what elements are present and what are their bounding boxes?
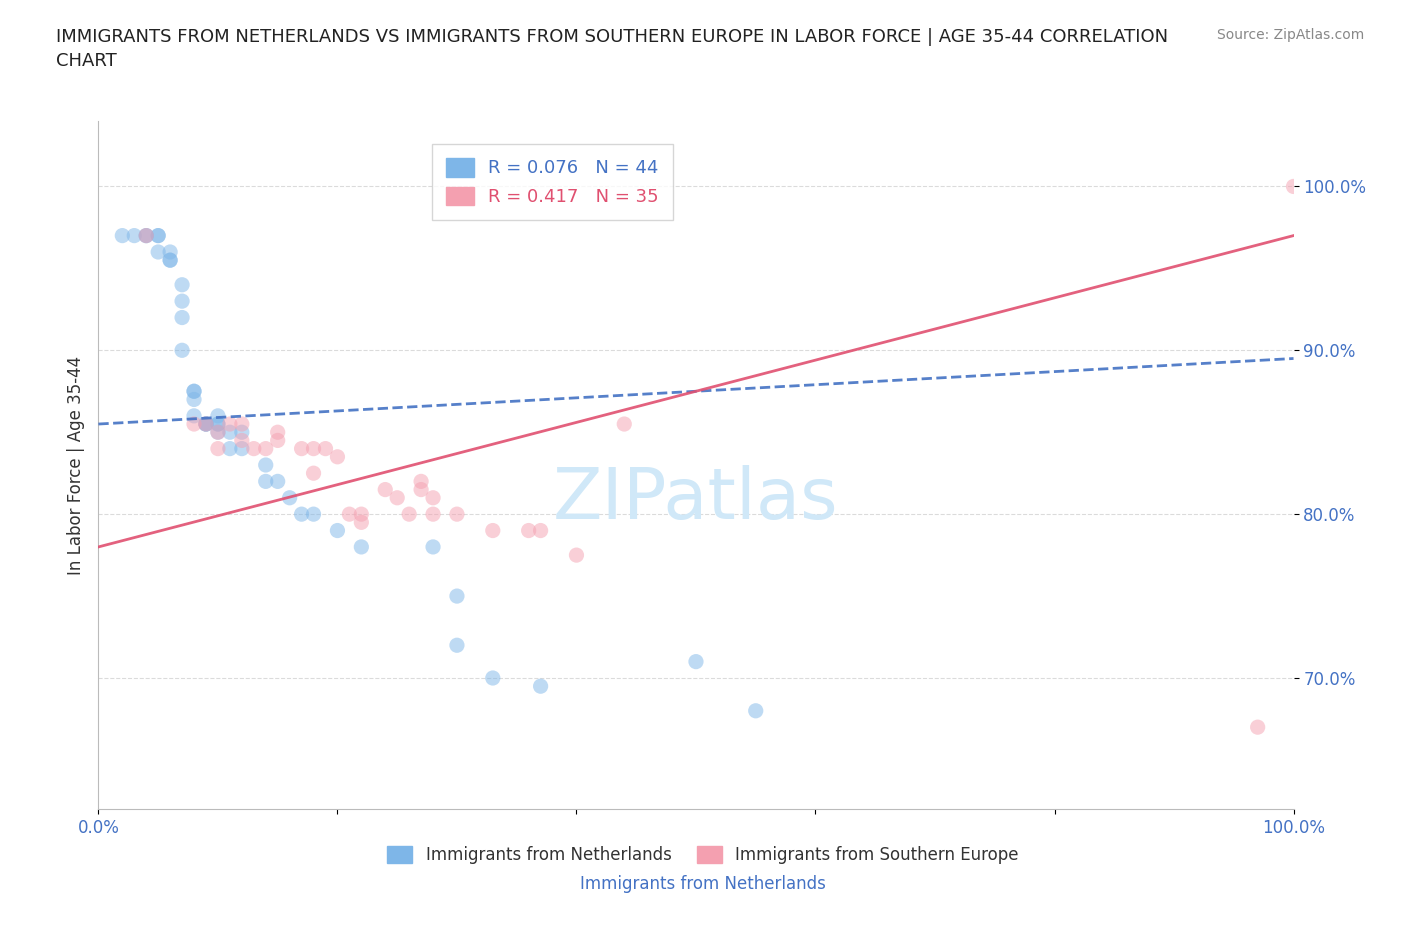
Point (350, 539, 373, 554)
Point (291, 507, 314, 522)
Point (159, 253, 181, 268)
Point (613, 417, 636, 432)
Point (111, 228, 134, 243)
Point (1247, 720, 1270, 735)
Point (446, 638, 468, 653)
Point (183, 392, 205, 407)
Point (302, 466, 325, 481)
Point (231, 425, 253, 440)
Point (481, 671, 505, 685)
Point (207, 408, 229, 423)
Point (231, 433, 253, 448)
Point (267, 425, 290, 440)
Point (291, 441, 314, 456)
Point (267, 474, 290, 489)
Point (517, 523, 540, 538)
Point (135, 228, 157, 243)
Point (159, 253, 181, 268)
Point (231, 417, 253, 432)
Point (411, 474, 433, 489)
Point (398, 507, 420, 522)
Point (565, 548, 588, 563)
Point (745, 703, 768, 718)
Point (254, 458, 277, 472)
Point (530, 523, 553, 538)
Point (207, 417, 229, 432)
Point (124, 228, 146, 243)
Point (172, 343, 194, 358)
Point (685, 654, 707, 669)
Point (231, 441, 253, 456)
Point (446, 507, 468, 522)
Point (183, 408, 205, 423)
Point (219, 417, 242, 432)
Point (254, 474, 277, 489)
Point (195, 417, 218, 432)
Point (148, 245, 170, 259)
Point (243, 441, 266, 456)
Point (326, 523, 349, 538)
Point (172, 310, 194, 325)
Point (385, 490, 409, 505)
Point (183, 384, 205, 399)
Point (350, 507, 373, 522)
Point (254, 441, 277, 456)
Text: IMMIGRANTS FROM NETHERLANDS VS IMMIGRANTS FROM SOUTHERN EUROPE IN LABOR FORCE | : IMMIGRANTS FROM NETHERLANDS VS IMMIGRANT… (56, 28, 1168, 70)
Point (326, 449, 349, 464)
Point (219, 425, 242, 440)
Text: Immigrants from Netherlands: Immigrants from Netherlands (581, 875, 825, 893)
Legend: Immigrants from Netherlands, Immigrants from Southern Europe: Immigrants from Netherlands, Immigrants … (381, 839, 1025, 870)
Point (135, 228, 157, 243)
Point (172, 277, 194, 292)
Point (302, 441, 325, 456)
Point (195, 417, 218, 432)
Point (195, 417, 218, 432)
Point (183, 417, 205, 432)
Point (422, 539, 444, 554)
Point (219, 441, 242, 456)
Point (172, 294, 194, 309)
Point (481, 523, 505, 538)
Point (183, 384, 205, 399)
Text: ZIPatlas: ZIPatlas (553, 465, 839, 534)
Point (411, 482, 433, 497)
Point (350, 515, 373, 530)
Point (207, 425, 229, 440)
Point (267, 433, 290, 448)
Point (278, 490, 301, 505)
Legend: R = 0.076   N = 44, R = 0.417   N = 35: R = 0.076 N = 44, R = 0.417 N = 35 (432, 144, 673, 220)
Point (148, 228, 170, 243)
Point (446, 589, 468, 604)
Point (315, 441, 337, 456)
Point (302, 507, 325, 522)
Point (530, 679, 553, 694)
Point (422, 490, 444, 505)
Point (207, 417, 229, 432)
Y-axis label: In Labor Force | Age 35-44: In Labor Force | Age 35-44 (66, 355, 84, 575)
Point (1282, 179, 1305, 193)
Point (195, 417, 218, 432)
Point (339, 507, 361, 522)
Point (207, 441, 229, 456)
Text: Source: ZipAtlas.com: Source: ZipAtlas.com (1216, 28, 1364, 42)
Point (422, 507, 444, 522)
Point (148, 228, 170, 243)
Point (159, 245, 181, 259)
Point (207, 425, 229, 440)
Point (135, 228, 157, 243)
Point (374, 482, 396, 497)
